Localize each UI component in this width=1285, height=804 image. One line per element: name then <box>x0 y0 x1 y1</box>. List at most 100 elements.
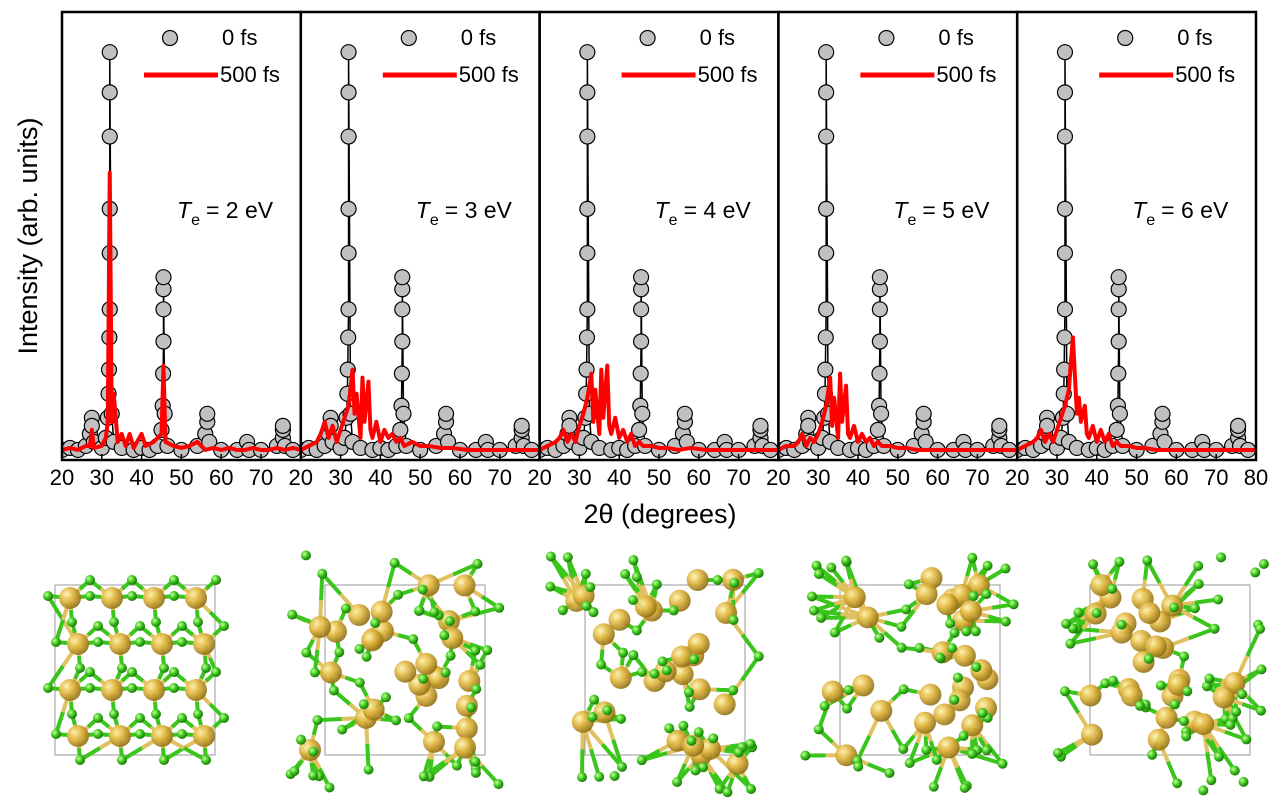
green-atom <box>93 621 103 631</box>
legend-marker <box>163 31 178 46</box>
data-point <box>818 362 833 377</box>
green-atom <box>826 563 836 573</box>
gold-atom <box>635 596 657 618</box>
gold-atom <box>1081 724 1103 746</box>
panel: 2030405060700 fs500 fsTe= 3 eV <box>289 12 540 490</box>
green-atom <box>967 749 977 759</box>
data-point <box>396 406 411 421</box>
green-atom <box>1009 599 1019 609</box>
x-axis-label: 2θ (degrees) <box>583 499 736 529</box>
green-atom <box>441 667 451 677</box>
green-atom <box>596 660 606 670</box>
green-atom <box>494 603 504 613</box>
green-atom <box>691 765 701 775</box>
green-atom <box>632 625 642 635</box>
green-atom <box>1073 608 1083 618</box>
legend-label: 500 fs <box>936 62 996 87</box>
green-atom <box>932 755 942 765</box>
x-tick-label: 50 <box>169 465 193 490</box>
green-atom <box>618 648 628 658</box>
green-atom <box>1001 616 1011 626</box>
green-atom <box>169 683 179 693</box>
annotation: Te= 5 eV <box>893 197 990 229</box>
green-atom <box>616 714 626 724</box>
green-atom <box>85 591 95 601</box>
data-point <box>1231 418 1246 433</box>
legend-label: 0 fs <box>700 25 735 50</box>
gold-atom <box>714 693 736 715</box>
green-atom <box>594 772 604 782</box>
annotation-subscript: e <box>430 212 439 229</box>
green-atom <box>1256 706 1266 716</box>
green-atom <box>1108 676 1118 686</box>
green-atom <box>1256 664 1266 674</box>
green-atom <box>429 607 439 617</box>
data-point <box>819 45 834 60</box>
gold-atom <box>193 633 215 655</box>
green-atom <box>1255 624 1265 634</box>
data-point <box>341 85 356 100</box>
figure: Intensity (arb. units) 2θ (degrees) 2030… <box>0 0 1285 804</box>
green-atom <box>359 699 369 709</box>
green-atom <box>470 646 480 656</box>
green-atom <box>470 606 480 616</box>
green-atom <box>1179 716 1189 726</box>
green-atom <box>93 729 103 739</box>
green-atom <box>899 684 909 694</box>
green-atom <box>685 702 695 712</box>
green-atom <box>694 727 704 737</box>
green-atom <box>473 559 483 569</box>
green-atom <box>482 645 492 655</box>
green-atom <box>809 606 819 616</box>
data-point <box>1111 366 1126 381</box>
green-atom <box>1065 639 1075 649</box>
green-atom <box>177 621 187 631</box>
green-atom <box>364 765 374 775</box>
x-tick-label: 40 <box>368 465 392 490</box>
green-atom <box>841 556 851 566</box>
plot-area <box>293 45 539 458</box>
green-atom <box>935 653 945 663</box>
green-atom <box>466 702 476 712</box>
legend-label: 500 fs <box>1175 62 1235 87</box>
green-atom <box>620 569 630 579</box>
gold-atom <box>59 679 81 701</box>
x-tick-label: 20 <box>527 465 551 490</box>
data-point <box>872 270 887 285</box>
green-atom <box>921 745 931 755</box>
data-point <box>1057 129 1072 144</box>
green-atom <box>370 618 380 628</box>
data-point <box>1057 85 1072 100</box>
green-atom <box>581 569 591 579</box>
green-atom <box>558 605 568 615</box>
data-point <box>580 201 595 216</box>
structure <box>545 551 763 797</box>
gold-atom <box>109 633 131 655</box>
green-atom <box>1053 748 1063 758</box>
green-atom <box>310 667 320 677</box>
green-atom <box>127 591 137 601</box>
green-atom <box>998 759 1008 769</box>
data-point <box>102 85 117 100</box>
legend-label: 0 fs <box>461 25 496 50</box>
green-atom <box>445 616 455 626</box>
green-atom <box>1230 766 1240 776</box>
green-atom <box>728 685 738 695</box>
green-atom <box>960 783 970 793</box>
green-atom <box>637 667 647 677</box>
green-atom <box>51 637 61 647</box>
green-atom <box>1107 584 1117 594</box>
green-atom <box>75 663 85 673</box>
gold-atom <box>101 679 123 701</box>
data-point <box>580 129 595 144</box>
plot-area <box>532 45 778 458</box>
green-atom <box>1117 620 1127 630</box>
data-point <box>870 422 885 437</box>
green-atom <box>317 569 327 579</box>
gold-atom <box>320 661 342 683</box>
data-point <box>341 330 356 345</box>
green-atom <box>947 643 957 653</box>
green-atom <box>418 585 428 595</box>
gold-atom <box>185 679 207 701</box>
gold-atom <box>954 645 976 667</box>
